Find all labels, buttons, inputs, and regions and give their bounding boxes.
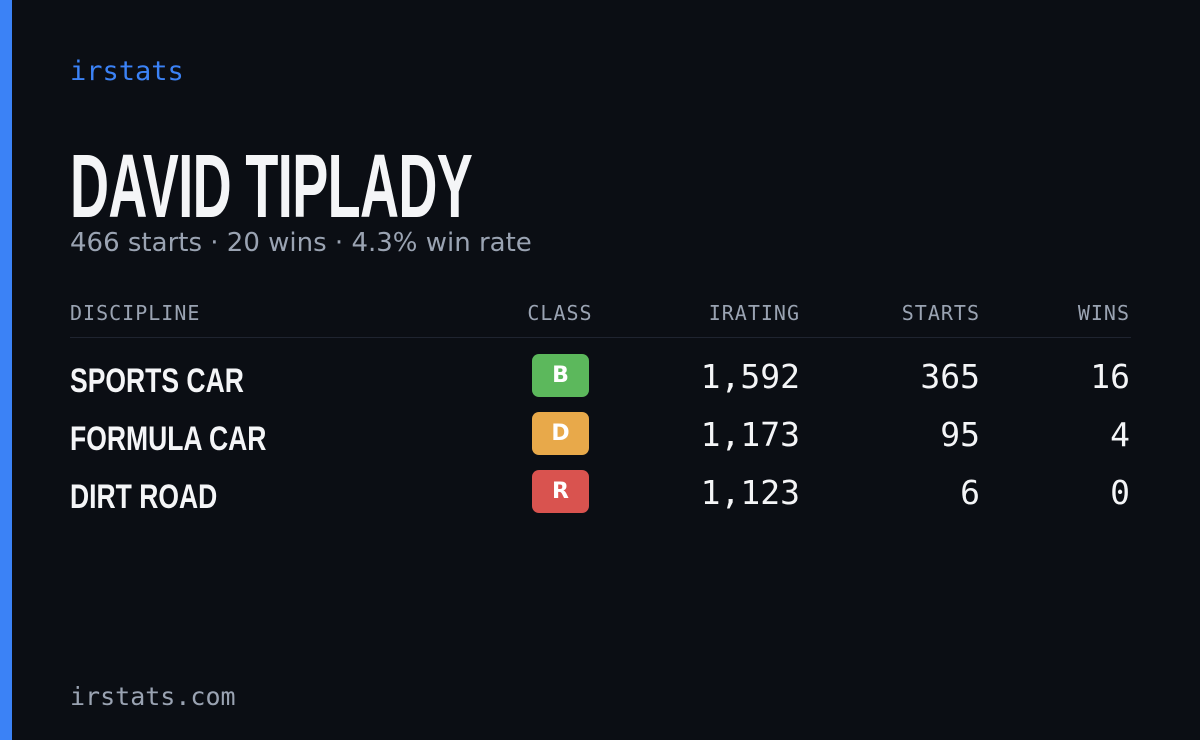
class-badge: D (532, 412, 589, 455)
discipline: FORMULA CAR (70, 420, 267, 458)
header-divider (70, 337, 1131, 338)
class-badge: B (532, 354, 589, 397)
brand: irstats (70, 56, 184, 87)
column-header: CLASS (527, 301, 593, 325)
footer: irstats.com (70, 682, 236, 711)
column-header: WINS (1077, 301, 1130, 325)
irating: 1,123 (700, 473, 800, 512)
wins: 4 (1110, 415, 1130, 454)
column-header: STARTS (901, 301, 980, 325)
starts: 6 (960, 473, 980, 512)
discipline: SPORTS CAR (70, 362, 244, 400)
accent-bar (0, 0, 12, 740)
wins: 0 (1110, 473, 1130, 512)
irating: 1,173 (700, 415, 800, 454)
column-header: IRATING (708, 301, 800, 325)
column-header: DISCIPLINE (70, 301, 201, 325)
player-name: DAVID TIPLADY (70, 137, 473, 237)
class-badge: R (532, 470, 589, 513)
summary: 466 starts · 20 wins · 4.3% win rate (70, 228, 532, 258)
starts: 95 (940, 415, 980, 454)
discipline: DIRT ROAD (70, 478, 218, 516)
wins: 16 (1090, 357, 1130, 396)
starts: 365 (920, 357, 980, 396)
irating: 1,592 (700, 357, 800, 396)
